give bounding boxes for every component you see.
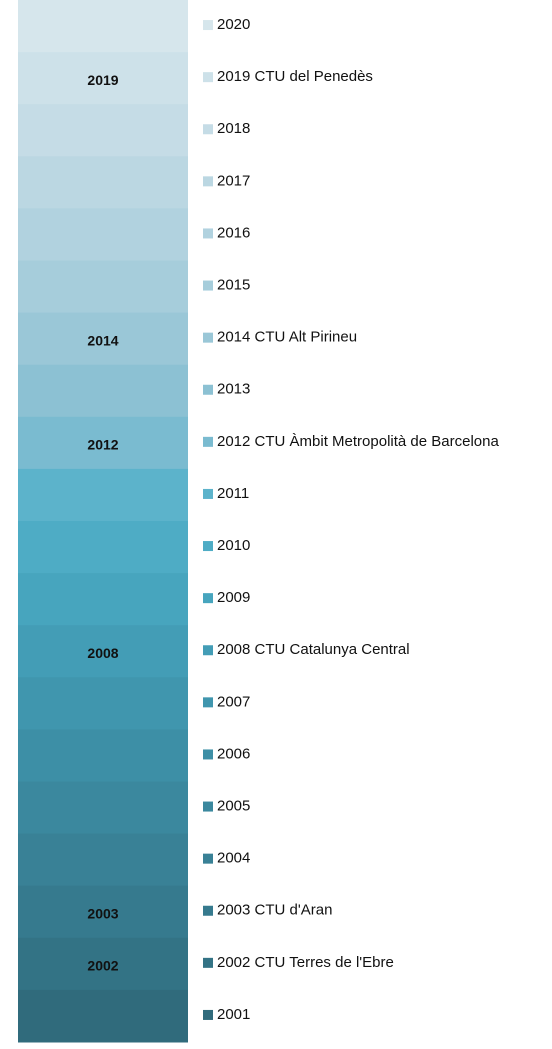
legend-label: 2006 [217,745,250,762]
legend-swatch [203,905,213,916]
legend-swatch [203,332,213,343]
legend-swatch [203,488,213,499]
band-segment [18,156,188,209]
legend-label: 2009 [217,589,250,606]
legend-swatch [203,20,213,31]
band-year: 2014 [87,332,118,348]
legend-swatch [203,541,213,552]
band-segment [18,989,188,1043]
band-segment [18,521,188,574]
legend-swatch [203,228,213,239]
band-segment [18,0,188,53]
legend-label: 2011 [217,485,249,502]
band-segment [18,573,188,626]
band-segment [18,625,188,678]
band-segment [18,937,188,991]
legend-label: 2019 CTU del Penedès [217,68,373,85]
legend-label: 2015 [217,277,250,294]
band-segment [18,677,188,730]
legend-swatch [203,957,213,968]
legend-swatch [203,280,213,291]
legend-label: 2002 CTU Terres de l'Ebre [217,954,394,971]
band-year: 2008 [87,645,118,661]
legend-swatch [203,645,213,656]
legend-swatch [203,176,213,187]
legend-label: 2020 [217,16,250,33]
legend-label: 2001 [217,1006,250,1023]
legend-swatch [203,124,213,135]
band-segment [18,781,188,835]
legend-label: 2003 CTU d'Aran [217,902,332,919]
band-segment [18,52,188,105]
legend-swatch [203,853,213,864]
band-year: 2012 [87,437,118,453]
legend-swatch [203,1009,213,1020]
band-year: 2002 [87,958,118,974]
band-segment [18,885,188,939]
legend-label: 2004 [217,850,250,867]
band-year: 2019 [87,72,118,88]
band-segment [18,729,188,782]
legend-swatch [203,384,213,395]
band-segment [18,260,188,314]
band-segment [18,468,188,522]
legend-swatch [203,72,213,83]
legend-swatch [203,697,213,708]
legend-label: 2018 [217,120,250,137]
legend-swatch [203,801,213,812]
legend-swatch [203,749,213,760]
band-year: 2003 [87,905,118,921]
legend-label: 2007 [217,693,250,710]
band-segment [18,833,188,887]
band-segment [18,364,188,418]
legend-label: 2014 CTU Alt Pirineu [217,329,357,346]
band-segment [18,416,188,470]
legend-label: 2017 [217,172,250,189]
band-segment [18,104,188,157]
legend-label: 2012 CTU Àmbit Metropolità de Barcelona [217,433,499,450]
legend-label: 2016 [217,224,250,241]
band-segment [18,208,188,261]
legend-label: 2013 [217,381,250,398]
legend-label: 2010 [217,537,250,554]
legend-label: 2008 CTU Catalunya Central [217,641,410,658]
legend-label: 2005 [217,798,250,815]
legend-swatch [203,593,213,604]
legend-swatch [203,436,213,447]
band-segment [18,312,188,366]
